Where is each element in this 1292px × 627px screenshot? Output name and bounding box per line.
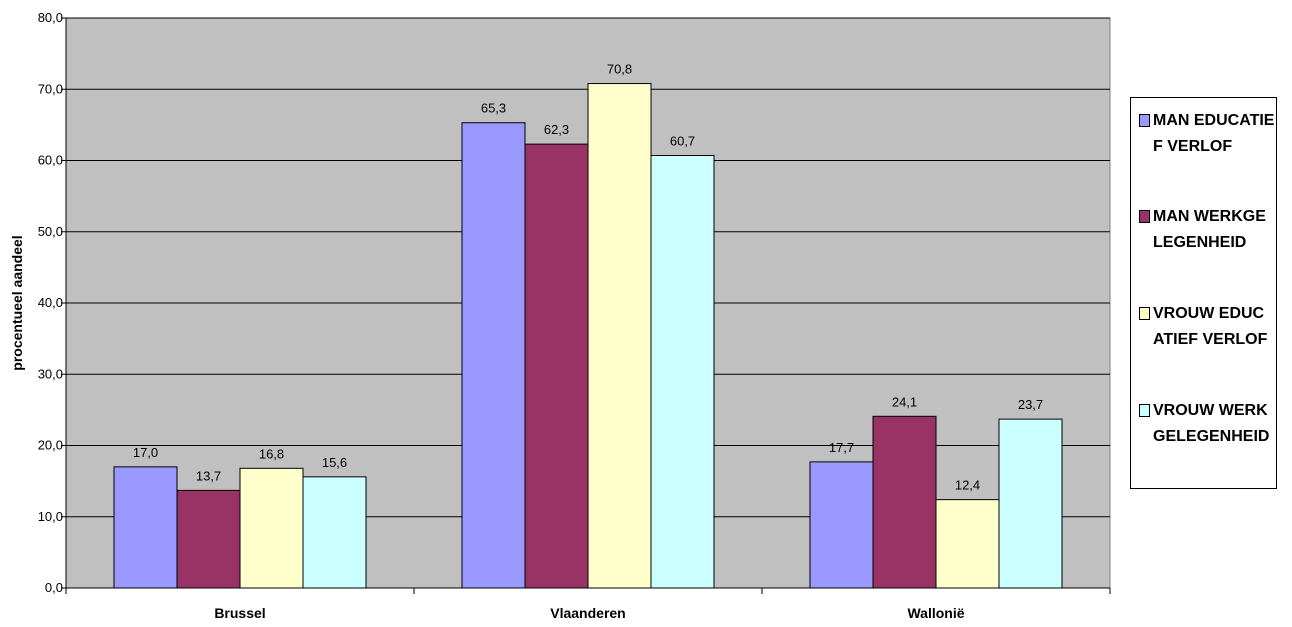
bar [872,415,937,589]
y-tick-label: 30,0 [38,366,63,381]
legend-label: MAN EDUCATIEF VERLOF [1153,112,1275,155]
data-label: 16,8 [259,446,284,461]
data-label: 12,4 [955,478,980,493]
legend-swatch [1139,404,1150,417]
bar [302,476,367,589]
data-label: 17,0 [133,445,158,460]
data-label: 24,1 [892,394,917,409]
data-label: 60,7 [670,134,695,149]
data-label: 17,7 [829,440,854,455]
y-tick-label: 20,0 [38,438,63,453]
bar [650,155,715,589]
x-tick-label: Brussel [214,605,265,621]
data-label: 13,7 [196,468,221,483]
legend-label: VROUW WERKGELEGENHEID [1153,402,1270,445]
data-label: 65,3 [481,101,506,116]
y-tick-label: 80,0 [38,10,63,25]
bar [935,499,1000,589]
bar [587,83,652,589]
data-label: 23,7 [1018,397,1043,412]
legend: MAN EDUCATIEF VERLOF MAN WERKGELEGENHEID… [1130,97,1277,489]
y-axis-title: procentueel aandeel [9,235,25,370]
data-label: 70,8 [607,62,632,77]
bars [113,83,1063,589]
data-label: 62,3 [544,122,569,137]
legend-label: MAN WERKGELEGENHEID [1153,208,1266,251]
y-tick-label: 0,0 [45,580,63,595]
y-tick-label: 50,0 [38,224,63,239]
bar [239,467,304,589]
legend-swatch [1139,210,1150,223]
legend-label: VROUW EDUCATIEF VERLOF [1153,305,1268,348]
bar [176,489,241,589]
y-tick-labels: 0,0 10,0 20,0 30,0 40,0 50,0 60,0 70,0 80,0 [38,10,63,595]
x-tick-labels: Brussel Vlaanderen Wallonië [214,605,964,621]
data-label: 15,6 [322,455,347,470]
data-labels: 17,0 13,7 16,8 15,6 65,3 62,3 70,8 60,7 17,7 24,1… [133,62,1043,493]
y-tick-label: 60,0 [38,153,63,168]
x-tick-label: Vlaanderen [550,605,625,621]
bar [524,143,589,589]
y-tick-label: 70,0 [38,81,63,96]
axes [61,17,1111,594]
legend-swatch [1139,114,1150,127]
bar [461,122,526,589]
x-tick-label: Wallonië [907,605,964,621]
y-tick-label: 40,0 [38,295,63,310]
bar [809,461,874,589]
legend-swatch [1139,307,1150,320]
bar [113,466,178,589]
y-tick-label: 10,0 [38,509,63,524]
bar [998,418,1063,589]
